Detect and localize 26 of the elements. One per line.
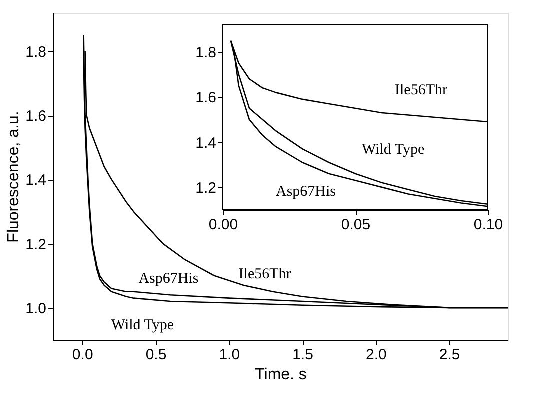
x-tick-label: 1.5 (292, 346, 314, 364)
series-label: Ile56Thr (395, 82, 448, 98)
y-tick-label: 1.6 (26, 108, 46, 126)
y-tick-label: 1.8 (196, 44, 216, 62)
x-axis-title: Time. s (255, 366, 307, 384)
x-tick-label: 2.0 (366, 346, 387, 364)
x-tick-label: 2.5 (439, 346, 460, 364)
series-label: Asp67His (276, 184, 336, 200)
x-tick-label: 0.00 (208, 216, 238, 234)
series-label: Wild Type (362, 142, 425, 158)
y-tick-label: 1.4 (26, 172, 46, 190)
y-tick-label: 1.8 (26, 44, 46, 61)
y-tick-label: 1.0 (26, 300, 46, 318)
x-tick-label: 0.05 (341, 216, 371, 234)
series-label: Wild Type (111, 318, 174, 334)
y-tick-label: 1.6 (196, 90, 216, 107)
series-label: Asp67His (138, 270, 199, 287)
y-tick-label: 1.2 (26, 236, 46, 254)
x-tick-label: 0.5 (146, 346, 167, 364)
x-tick-label: 1.0 (219, 346, 240, 364)
y-axis-title: Fluorescence, a.u. (6, 111, 23, 243)
x-tick-label: 0.10 (474, 216, 504, 234)
y-tick-label: 1.4 (196, 134, 216, 152)
x-tick-label: 0.0 (72, 346, 94, 364)
series-label: Ile56Thr (238, 266, 292, 282)
y-tick-label: 1.2 (196, 180, 216, 197)
